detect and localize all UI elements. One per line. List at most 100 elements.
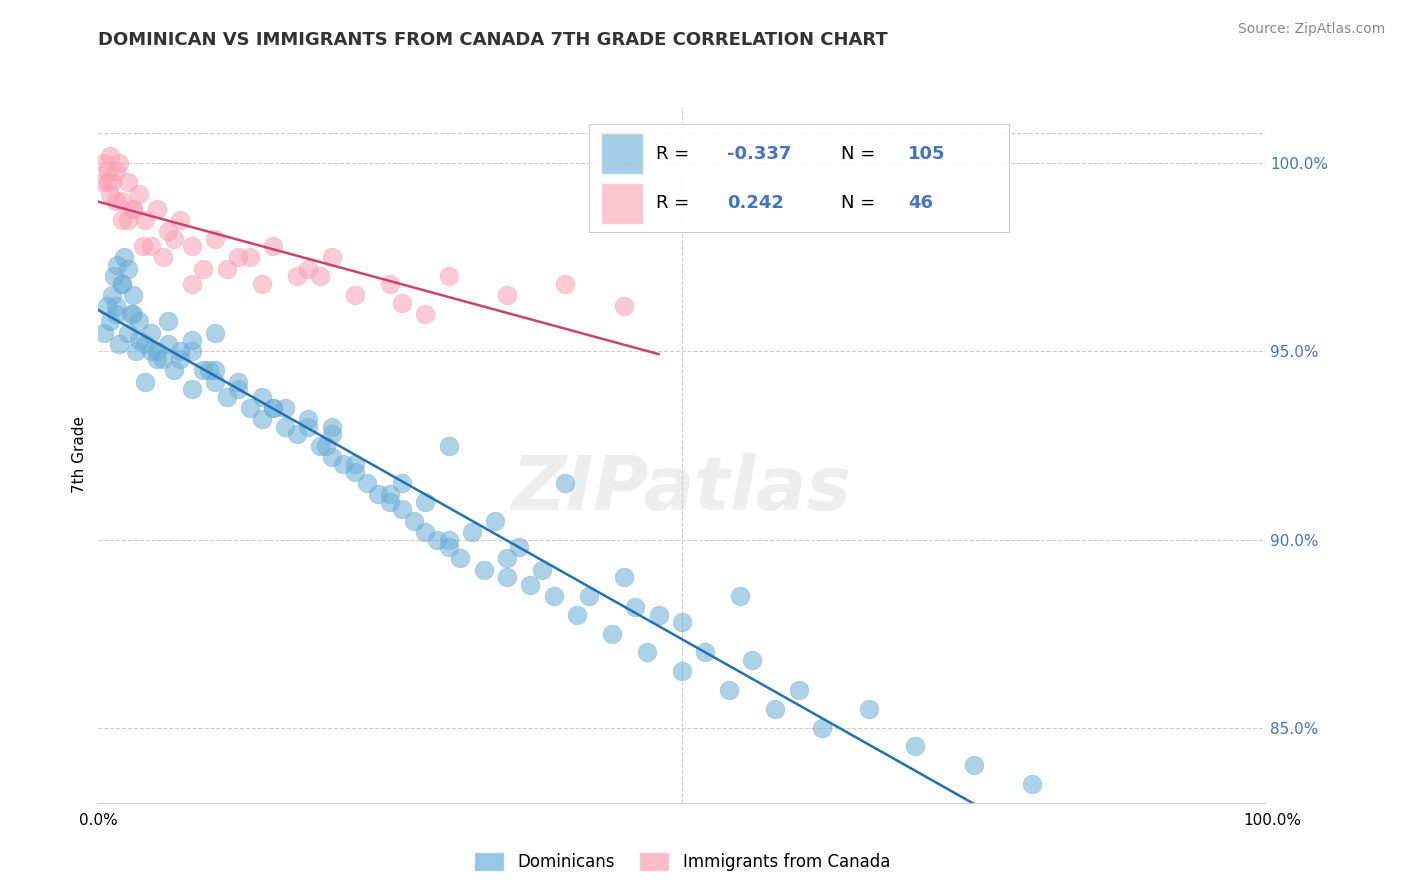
Point [152,351,174,366]
Point [624,600,647,615]
Point [344,465,367,479]
Point [321,419,343,434]
Point [565,607,588,622]
Point [274,401,297,415]
Text: N =: N = [841,194,875,212]
Point [163,232,186,246]
Point [741,653,763,667]
Point [111,277,134,291]
Point [204,232,226,246]
Point [613,570,636,584]
Point [132,239,155,253]
Point [117,261,139,276]
Point [98,186,121,201]
Point [367,487,389,501]
Point [122,202,145,216]
Point [613,299,636,313]
Point [180,277,202,291]
Point [104,299,127,313]
Point [180,344,202,359]
Point [117,326,139,340]
Point [169,344,191,359]
Point [128,333,150,347]
Text: Source: ZipAtlas.com: Source: ZipAtlas.com [1237,22,1385,37]
Point [262,401,284,415]
Point [120,307,142,321]
Point [378,495,402,509]
Point [600,626,623,640]
Point [636,645,658,659]
Point [391,502,413,516]
Point [426,533,449,547]
Point [647,607,669,622]
Point [484,514,506,528]
Point [402,514,425,528]
Point [519,577,541,591]
Point [695,645,717,659]
Point [250,412,273,426]
Point [139,239,162,253]
FancyBboxPatch shape [602,133,643,174]
Point [858,702,880,716]
Point [811,721,834,735]
Point [309,269,332,284]
Point [228,251,250,265]
Point [134,375,156,389]
Point [413,524,436,539]
Point [163,363,186,377]
Point [239,251,262,265]
Point [111,277,134,291]
Point [108,156,131,170]
Point [671,664,693,678]
Point [134,212,156,227]
Point [152,251,174,265]
Point [180,382,202,396]
Point [180,333,202,347]
Point [97,175,120,189]
Point [391,476,413,491]
Text: DOMINICAN VS IMMIGRANTS FROM CANADA 7TH GRADE CORRELATION CHART: DOMINICAN VS IMMIGRANTS FROM CANADA 7TH … [98,31,889,49]
Point [495,288,517,302]
Point [204,326,226,340]
Point [437,269,460,284]
Text: 0.242: 0.242 [727,194,785,212]
Legend: Dominicans, Immigrants from Canada: Dominicans, Immigrants from Canada [467,846,897,878]
Point [332,458,354,472]
Point [472,563,495,577]
Point [93,156,115,170]
Point [104,164,127,178]
Point [787,683,810,698]
Point [111,194,134,208]
Point [495,570,517,584]
Point [108,337,131,351]
Point [193,363,215,377]
Point [97,164,120,178]
Point [413,495,436,509]
Text: N =: N = [841,145,875,162]
Point [104,194,127,208]
Point [105,258,128,272]
Point [139,326,162,340]
Point [437,438,460,452]
Point [112,251,135,265]
Point [461,524,484,539]
Text: -0.337: -0.337 [727,145,792,162]
Point [391,295,413,310]
Point [321,450,343,464]
Point [297,419,319,434]
Point [169,212,191,227]
Text: 105: 105 [908,145,945,162]
Y-axis label: 7th Grade: 7th Grade [72,417,87,493]
Point [198,363,221,377]
Point [204,375,226,389]
Point [554,476,576,491]
Point [543,589,565,603]
Point [169,351,191,366]
Point [413,307,436,321]
Point [297,261,319,276]
Point [717,683,740,698]
Point [98,314,121,328]
Point [378,277,402,291]
Point [117,212,139,227]
Point [250,277,273,291]
